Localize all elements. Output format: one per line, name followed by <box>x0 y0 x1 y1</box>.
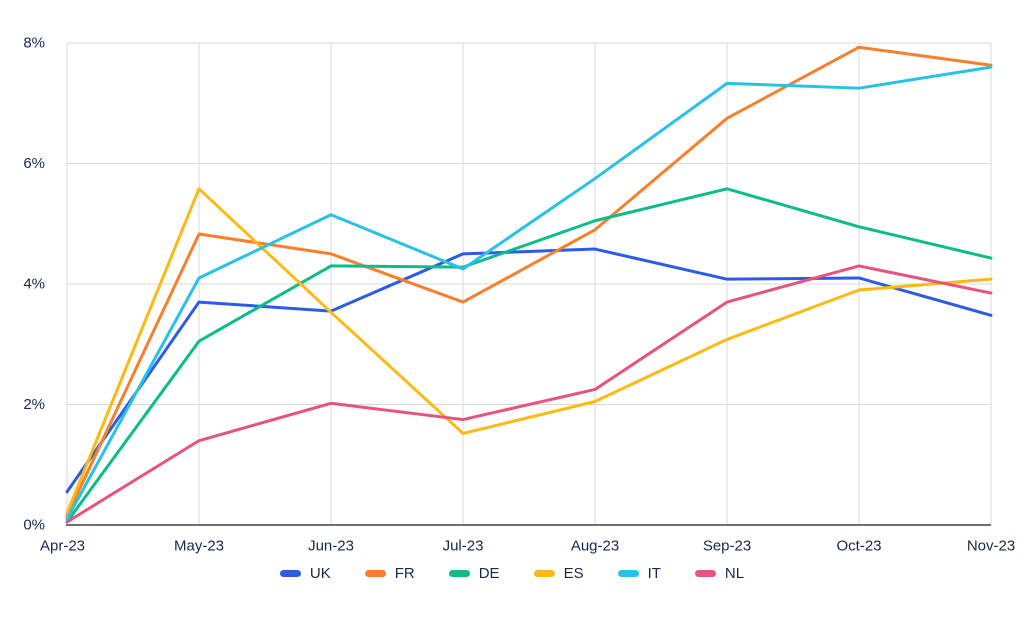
x-tick-label: Apr-23 <box>40 538 85 555</box>
x-tick-label: Jul-23 <box>443 538 484 555</box>
y-tick-label: 4% <box>23 276 45 293</box>
series-line-fr <box>65 45 993 518</box>
legend-swatch-icon <box>694 570 716 577</box>
legend-label: IT <box>647 565 661 582</box>
x-tick-label: Nov-23 <box>967 538 1015 555</box>
legend-label: UK <box>309 565 331 582</box>
y-tick-label: 8% <box>23 35 45 52</box>
legend-swatch-icon <box>617 570 639 577</box>
legend-swatch-icon <box>364 570 386 577</box>
legend-item-uk[interactable]: UK <box>279 565 331 582</box>
legend-label: ES <box>563 565 584 582</box>
legend-item-it[interactable]: IT <box>617 565 661 582</box>
y-tick-label: 2% <box>23 396 45 413</box>
legend-swatch-icon <box>448 570 470 577</box>
series-line-it <box>65 65 993 521</box>
legend-label: DE <box>478 565 500 582</box>
series-line-uk <box>65 247 993 494</box>
series-line-es <box>65 187 993 515</box>
y-tick-label: 0% <box>23 517 45 534</box>
x-tick-label: Sep-23 <box>703 538 751 555</box>
x-tick-label: Oct-23 <box>836 538 881 555</box>
x-tick-label: Jun-23 <box>308 538 354 555</box>
legend-item-es[interactable]: ES <box>533 565 584 582</box>
chart-legend: UK FR DE ES IT NL <box>0 566 1024 581</box>
legend-item-de[interactable]: DE <box>448 565 500 582</box>
legend-item-fr[interactable]: FR <box>364 565 415 582</box>
legend-label: FR <box>394 565 415 582</box>
legend-swatch-icon <box>279 570 301 577</box>
legend-label: NL <box>724 565 745 582</box>
legend-swatch-icon <box>533 570 555 577</box>
y-tick-label: 6% <box>23 155 45 172</box>
series-line-de <box>65 187 993 524</box>
x-tick-label: May-23 <box>174 538 224 555</box>
x-tick-label: Aug-23 <box>571 538 619 555</box>
series-line-nl <box>65 264 993 524</box>
legend-item-nl[interactable]: NL <box>694 565 745 582</box>
